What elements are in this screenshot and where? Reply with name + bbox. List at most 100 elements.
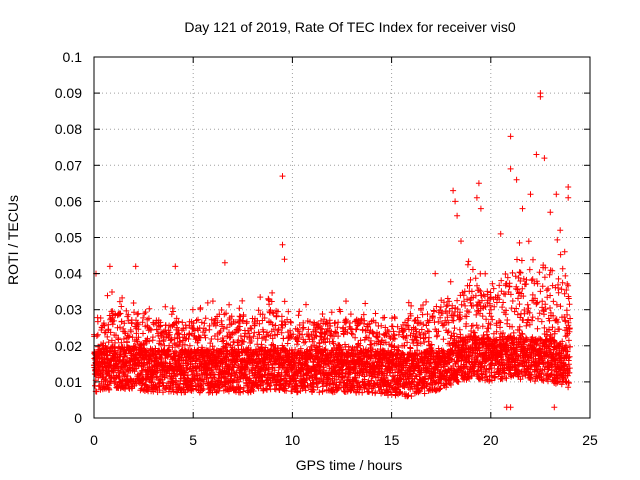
data-point xyxy=(517,269,524,276)
data-point xyxy=(115,336,122,343)
data-point xyxy=(177,338,184,345)
data-point xyxy=(195,316,201,323)
data-point xyxy=(499,304,506,311)
data-point xyxy=(121,320,128,327)
data-point xyxy=(454,297,461,304)
data-point xyxy=(118,339,125,346)
data-point xyxy=(149,334,156,341)
data-point xyxy=(152,345,159,352)
data-point xyxy=(97,315,104,321)
data-point xyxy=(250,388,257,394)
data-point xyxy=(146,325,153,332)
data-point xyxy=(134,311,141,318)
data-point xyxy=(104,292,111,299)
data-point xyxy=(303,301,309,308)
data-point xyxy=(135,310,142,317)
data-point xyxy=(437,304,444,310)
data-point xyxy=(130,300,137,306)
data-point xyxy=(106,386,113,393)
data-point xyxy=(472,275,479,282)
data-point xyxy=(284,340,291,347)
data-point xyxy=(125,317,132,324)
data-point xyxy=(107,329,114,336)
data-point xyxy=(226,334,233,341)
data-point xyxy=(228,313,235,320)
data-point xyxy=(125,311,132,318)
data-point xyxy=(201,332,208,339)
data-point xyxy=(504,317,511,323)
data-point xyxy=(166,348,173,355)
data-point xyxy=(288,319,294,326)
data-point xyxy=(473,322,480,329)
data-point xyxy=(514,256,520,263)
data-point xyxy=(372,310,379,317)
data-point xyxy=(408,393,415,400)
data-point xyxy=(178,375,185,382)
data-point xyxy=(232,319,239,325)
data-point xyxy=(497,319,504,326)
data-point xyxy=(243,318,250,325)
data-point xyxy=(256,331,263,338)
data-point xyxy=(181,341,188,348)
data-point xyxy=(460,292,467,299)
data-point xyxy=(539,298,546,305)
data-point xyxy=(294,341,300,348)
data-point xyxy=(235,337,242,344)
data-point xyxy=(447,278,454,285)
data-point xyxy=(116,298,123,305)
data-point xyxy=(153,374,160,381)
data-point xyxy=(240,384,247,391)
data-point xyxy=(175,343,182,350)
data-point xyxy=(94,318,101,325)
data-point xyxy=(230,368,237,374)
data-point xyxy=(208,316,215,323)
data-point xyxy=(547,305,553,311)
data-point xyxy=(142,309,149,316)
data-point xyxy=(94,331,101,338)
data-point xyxy=(362,300,369,307)
data-point xyxy=(218,317,225,324)
data-point xyxy=(135,362,142,369)
data-point xyxy=(218,307,225,313)
data-point xyxy=(236,323,243,330)
data-point xyxy=(526,266,533,273)
data-point xyxy=(170,308,177,315)
data-point xyxy=(168,336,175,343)
data-point xyxy=(198,319,205,326)
data-point xyxy=(467,276,474,283)
data-point xyxy=(518,257,525,264)
data-point xyxy=(129,334,136,341)
data-point xyxy=(208,336,215,342)
data-point xyxy=(214,319,221,326)
data-point xyxy=(146,338,153,345)
data-point xyxy=(112,339,118,346)
data-point xyxy=(256,320,263,327)
data-point xyxy=(343,298,349,305)
data-point xyxy=(223,310,229,317)
data-point xyxy=(172,341,179,348)
data-point xyxy=(119,294,126,301)
data-point xyxy=(260,328,267,335)
data-point xyxy=(244,382,251,389)
data-point xyxy=(509,269,516,276)
data-point xyxy=(220,325,227,332)
data-point xyxy=(536,269,543,276)
data-point xyxy=(405,322,412,329)
data-point xyxy=(179,319,186,326)
data-point xyxy=(180,325,187,332)
data-point xyxy=(209,298,216,305)
data-point xyxy=(126,333,133,340)
data-point xyxy=(206,322,213,329)
data-point xyxy=(186,342,193,349)
data-point xyxy=(479,313,486,320)
data-point xyxy=(175,318,182,325)
data-point xyxy=(319,311,326,317)
data-point xyxy=(117,310,124,317)
data-point xyxy=(261,315,268,321)
data-point xyxy=(509,298,516,304)
data-point xyxy=(204,299,211,306)
data-point xyxy=(212,322,219,329)
data-point xyxy=(93,333,100,339)
data-point xyxy=(381,314,388,321)
data-point xyxy=(255,307,262,314)
